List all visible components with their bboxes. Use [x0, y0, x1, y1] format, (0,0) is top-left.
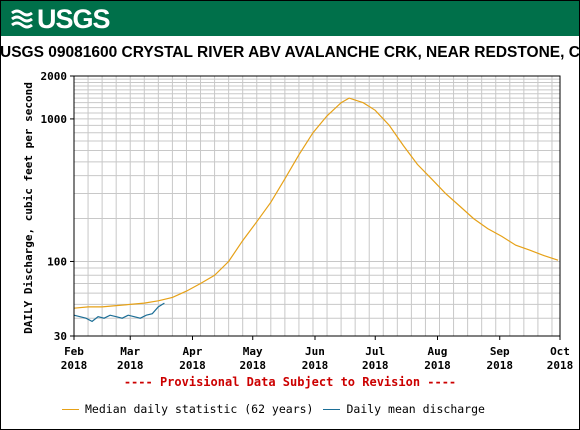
x-tick-year-label: 2018: [61, 359, 88, 372]
x-tick-month-label: Mar: [120, 345, 140, 358]
x-tick-year-label: 2018: [117, 359, 144, 372]
x-tick-month-label: Aug: [428, 345, 448, 358]
plot-area-border: [73, 75, 561, 337]
provisional-data-note: ---- Provisional Data Subject to Revisio…: [123, 375, 457, 389]
x-tick-month-label: May: [243, 345, 263, 358]
x-tick-year-label: 2018: [362, 359, 389, 372]
x-tick-year-label: 2018: [239, 359, 266, 372]
legend-label: Median daily statistic (62 years): [85, 402, 314, 416]
x-tick-year-label: 2018: [179, 359, 206, 372]
y-axis-label: DAILY Discharge, cubic feet per second: [22, 82, 35, 334]
legend-item-median: Median daily statistic (62 years): [62, 402, 313, 416]
x-axis-ticks: Feb2018Mar2018Apr2018May2018Jun2018Jul20…: [61, 336, 574, 372]
daily-mean-series-line: [73, 302, 165, 323]
usgs-logo-text: USGS: [37, 4, 111, 34]
grid-lines: [73, 75, 560, 337]
x-tick-month-label: Jul: [365, 345, 385, 358]
x-tick-month-label: Sep: [490, 345, 510, 358]
usgs-logo[interactable]: USGS: [11, 4, 111, 34]
legend-label: Daily mean discharge: [346, 402, 485, 416]
y-tick-label: 2000: [41, 70, 68, 83]
y-tick-label: 100: [47, 255, 67, 268]
legend-item-daily-mean: Daily mean discharge: [323, 402, 485, 416]
x-tick-month-label: Apr: [183, 345, 203, 358]
usgs-header-banner: USGS: [1, 1, 579, 36]
y-axis-ticks: 30 100 1000 2000: [41, 70, 74, 343]
legend-swatch: [62, 408, 79, 410]
y-tick-label: 30: [54, 330, 67, 343]
x-tick-year-label: 2018: [487, 359, 514, 372]
x-tick-year-label: 2018: [547, 359, 574, 372]
x-tick-year-label: 2018: [424, 359, 451, 372]
x-tick-month-label: Jun: [305, 345, 325, 358]
chart-title: USGS 09081600 CRYSTAL RIVER ABV AVALANCH…: [0, 44, 580, 61]
x-tick-year-label: 2018: [302, 359, 329, 372]
legend-swatch: [323, 408, 341, 410]
y-tick-label: 1000: [41, 113, 68, 126]
x-tick-month-label: Oct: [550, 345, 570, 358]
x-tick-month-label: Feb: [64, 345, 84, 358]
series-layer: [73, 97, 559, 323]
usgs-wave-icon: [11, 9, 33, 29]
legend: Median daily statistic (62 years) Daily m…: [62, 402, 495, 416]
median-series-line: [73, 97, 559, 309]
